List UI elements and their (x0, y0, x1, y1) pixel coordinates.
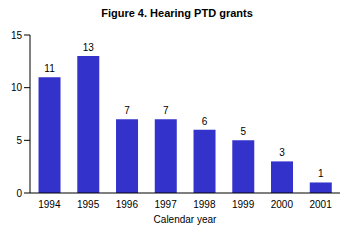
svg-text:5: 5 (16, 135, 22, 146)
svg-text:7: 7 (163, 105, 169, 116)
svg-text:1995: 1995 (77, 199, 100, 210)
svg-text:Calendar year: Calendar year (154, 214, 217, 225)
svg-text:15: 15 (11, 30, 23, 41)
svg-text:1996: 1996 (116, 199, 139, 210)
html-text:Figure 4. Hearing PTD grants: Figure 4. Hearing PTD grants (101, 7, 253, 19)
svg-text:2000: 2000 (271, 199, 294, 210)
svg-text:13: 13 (83, 42, 95, 53)
svg-text:6: 6 (202, 116, 208, 127)
svg-text:1999: 1999 (232, 199, 255, 210)
svg-text:11: 11 (44, 63, 55, 74)
svg-text:0: 0 (16, 188, 22, 199)
svg-text:2001: 2001 (310, 199, 333, 210)
svg-text:7: 7 (124, 105, 130, 116)
svg-text:1: 1 (318, 168, 324, 179)
svg-text:1997: 1997 (155, 199, 178, 210)
svg-text:10: 10 (11, 82, 23, 93)
svg-text:1994: 1994 (38, 199, 61, 210)
svg-text:1998: 1998 (193, 199, 216, 210)
svg-text:3: 3 (279, 147, 285, 158)
svg-text:5: 5 (240, 126, 246, 137)
